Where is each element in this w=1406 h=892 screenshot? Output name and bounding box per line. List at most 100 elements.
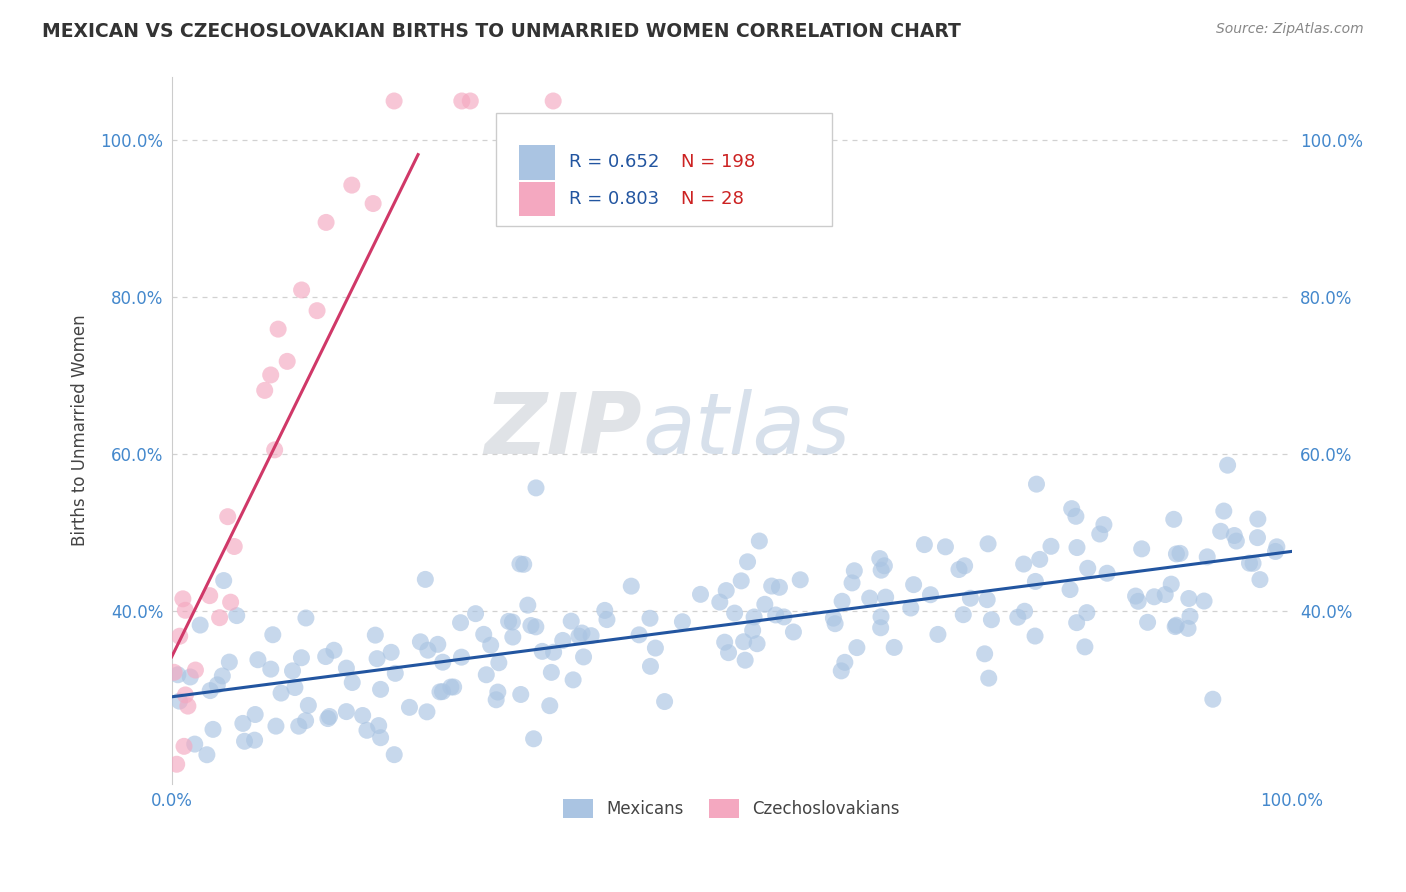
- Point: [571, 626, 593, 640]
- Point: [748, 534, 770, 549]
- Point: [977, 671, 1000, 685]
- Point: [342, 675, 364, 690]
- Point: [509, 557, 531, 571]
- Point: [264, 719, 287, 733]
- Point: [179, 670, 201, 684]
- Point: [765, 607, 787, 622]
- Point: [900, 601, 922, 615]
- Point: [730, 574, 752, 588]
- Point: [184, 737, 207, 751]
- Point: [773, 610, 796, 624]
- Point: [1166, 618, 1188, 632]
- Point: [246, 653, 269, 667]
- Point: [201, 723, 224, 737]
- Point: [475, 667, 498, 681]
- Point: [1265, 540, 1288, 554]
- Point: [568, 629, 591, 643]
- Point: [356, 723, 378, 738]
- Point: [1088, 527, 1111, 541]
- Point: [1128, 594, 1150, 608]
- Point: [260, 368, 283, 382]
- Point: [713, 635, 735, 649]
- Point: [340, 178, 363, 193]
- Text: R = 0.803: R = 0.803: [569, 190, 659, 208]
- Point: [873, 558, 896, 573]
- FancyBboxPatch shape: [496, 112, 832, 226]
- Point: [1092, 517, 1115, 532]
- Point: [284, 681, 307, 695]
- Point: [538, 698, 561, 713]
- Point: [934, 540, 956, 554]
- Point: [366, 651, 388, 665]
- Point: [709, 595, 731, 609]
- Point: [593, 603, 616, 617]
- Point: [509, 688, 531, 702]
- Point: [429, 685, 451, 699]
- Point: [654, 695, 676, 709]
- Point: [644, 641, 666, 656]
- Point: [169, 629, 191, 643]
- Point: [761, 579, 783, 593]
- Point: [830, 664, 852, 678]
- Point: [440, 680, 463, 694]
- Point: [948, 562, 970, 576]
- Point: [225, 608, 247, 623]
- Point: [973, 647, 995, 661]
- Point: [540, 665, 562, 680]
- Point: [1125, 589, 1147, 603]
- Y-axis label: Births to Unmarried Women: Births to Unmarried Women: [72, 315, 89, 547]
- Point: [172, 591, 194, 606]
- Point: [169, 694, 191, 708]
- Point: [920, 588, 942, 602]
- Text: N = 28: N = 28: [682, 190, 744, 208]
- Point: [671, 615, 693, 629]
- Point: [198, 589, 221, 603]
- Point: [263, 442, 285, 457]
- Point: [1177, 621, 1199, 635]
- Point: [1077, 561, 1099, 575]
- Point: [198, 683, 221, 698]
- Point: [315, 215, 337, 229]
- Point: [620, 579, 643, 593]
- Point: [551, 633, 574, 648]
- Point: [572, 649, 595, 664]
- Point: [596, 613, 619, 627]
- Point: [380, 645, 402, 659]
- Point: [382, 94, 405, 108]
- Point: [927, 627, 949, 641]
- Point: [523, 731, 546, 746]
- Point: [212, 574, 235, 588]
- Point: [531, 644, 554, 658]
- Point: [845, 640, 868, 655]
- Point: [384, 666, 406, 681]
- Point: [859, 591, 882, 605]
- Point: [1249, 573, 1271, 587]
- Point: [195, 747, 218, 762]
- Point: [1039, 539, 1062, 553]
- Point: [450, 615, 472, 630]
- Point: [524, 481, 547, 495]
- FancyBboxPatch shape: [519, 145, 555, 179]
- Point: [233, 734, 256, 748]
- Point: [524, 620, 547, 634]
- Point: [560, 614, 582, 628]
- Point: [870, 563, 893, 577]
- Point: [207, 678, 229, 692]
- Point: [640, 659, 662, 673]
- Point: [1239, 556, 1261, 570]
- Point: [1095, 566, 1118, 581]
- Point: [1163, 512, 1185, 526]
- FancyBboxPatch shape: [519, 182, 555, 216]
- Point: [382, 747, 405, 762]
- Point: [1024, 629, 1046, 643]
- Point: [416, 705, 439, 719]
- Point: [315, 649, 337, 664]
- Point: [166, 757, 188, 772]
- Point: [443, 680, 465, 694]
- Point: [485, 693, 508, 707]
- Point: [737, 555, 759, 569]
- Point: [219, 595, 242, 609]
- Point: [270, 686, 292, 700]
- Point: [290, 650, 312, 665]
- Point: [1223, 528, 1246, 542]
